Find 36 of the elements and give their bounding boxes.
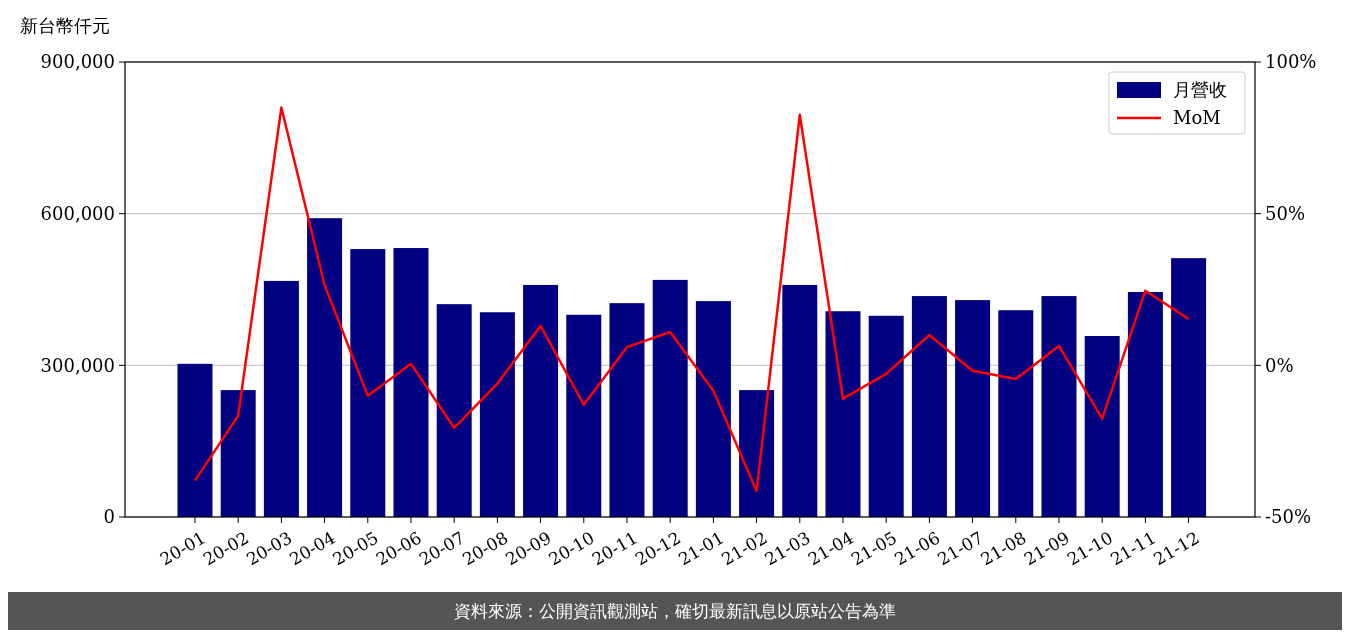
bar [220, 390, 256, 517]
y2-tick-label: 50% [1265, 202, 1306, 224]
y2-tick-label: 0% [1265, 354, 1294, 376]
bar [609, 303, 645, 517]
y2-tick-label: 100% [1265, 51, 1317, 73]
bar [1041, 296, 1077, 517]
bar [1127, 292, 1163, 517]
bar [566, 314, 602, 517]
bar [350, 249, 386, 517]
bar [782, 284, 818, 517]
y-tick-label: 600,000 [40, 202, 115, 224]
bar [393, 248, 429, 517]
bar [479, 312, 515, 517]
bar [825, 311, 861, 517]
y-tick-label: 0 [103, 506, 115, 528]
y-axis-title: 新台幣仟元 [20, 15, 110, 36]
bar [1171, 258, 1207, 517]
bar [739, 390, 775, 517]
bar [955, 300, 991, 517]
legend-label: 月營收 [1173, 79, 1227, 101]
bar [868, 315, 904, 517]
bar [652, 279, 688, 517]
bar [998, 310, 1034, 517]
source-note: 資料來源：公開資訊觀測站，確切最新訊息以原站公告為準 [454, 600, 896, 621]
bar [436, 304, 472, 517]
bar [523, 284, 559, 517]
bar [177, 363, 213, 517]
y2-tick-label: -50% [1265, 506, 1312, 528]
y-tick-label: 900,000 [40, 51, 115, 73]
bar [263, 280, 299, 517]
bar [911, 296, 947, 517]
bar [1084, 336, 1120, 517]
bar [695, 301, 731, 517]
y-tick-label: 300,000 [40, 354, 115, 376]
bar [307, 218, 343, 517]
legend-label: MoM [1173, 107, 1221, 129]
